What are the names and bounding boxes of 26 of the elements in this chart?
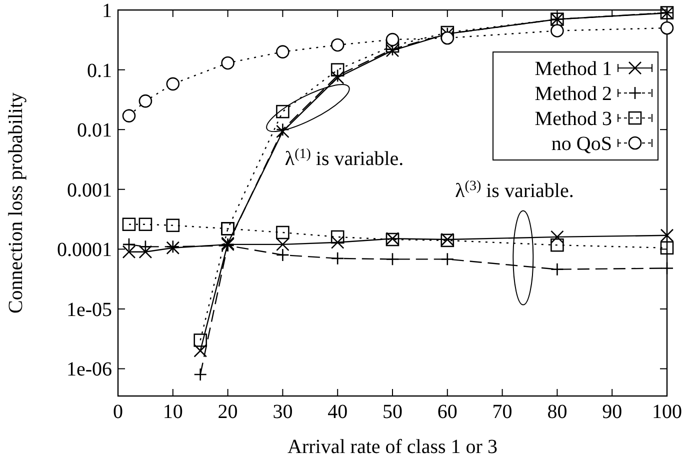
y-tick-label: 0.1	[87, 60, 112, 82]
x-tick-label: 30	[272, 401, 293, 423]
x-axis-title: Arrival rate of class 1 or 3	[288, 436, 498, 458]
annotation: λ$^{(1)}$ is variable.	[284, 146, 404, 170]
x-tick-label: 50	[382, 401, 402, 423]
y-tick-label: 0.0001	[57, 239, 112, 262]
y-tick-label: 1e-05	[66, 298, 112, 321]
legend-label: Method 2	[534, 83, 612, 105]
x-tick-label: 80	[547, 401, 568, 423]
legend-label: no QoS	[551, 133, 612, 155]
x-tick-label: 10	[162, 401, 183, 423]
x-tick-label: 100	[652, 401, 682, 423]
x-tick-label: 70	[492, 401, 512, 423]
y-tick-label: 1	[102, 0, 112, 22]
x-tick-label: 90	[602, 401, 622, 423]
x-tick-label: 0	[113, 401, 123, 423]
annotation: λ$^{(3)}$ is variable.	[455, 178, 574, 202]
y-tick-label: 0.001	[67, 179, 112, 202]
x-tick-label: 60	[437, 401, 458, 423]
y-axis-title: Connection loss probability	[5, 92, 27, 314]
x-tick-label: 20	[218, 401, 238, 423]
legend-label: Method 1	[534, 58, 612, 80]
y-tick-label: 1e-06	[66, 358, 112, 381]
y-tick-label: 0.01	[77, 120, 112, 142]
legend-label: Method 3	[534, 108, 612, 130]
x-tick-label: 40	[328, 401, 348, 423]
